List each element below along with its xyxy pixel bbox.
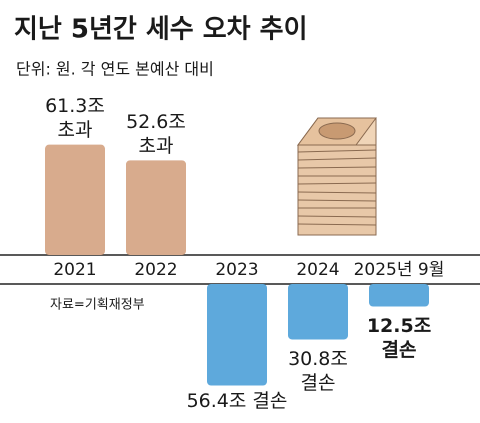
- money-icon: [297, 117, 377, 236]
- x-tick-label: 2022: [134, 260, 177, 280]
- bar: [207, 284, 267, 386]
- value-label: 52.6조: [126, 111, 186, 133]
- chart-subtitle: 단위: 원. 각 연도 본예산 대비: [16, 60, 214, 79]
- value-label: 30.8조: [288, 348, 348, 370]
- bar: [288, 284, 348, 340]
- value-label: 61.3조: [45, 95, 105, 117]
- chart-title: 지난 5년간 세수 오차 추이: [14, 15, 308, 45]
- x-tick-label: 2025년 9월: [354, 260, 445, 280]
- value-label: 결손: [301, 372, 336, 394]
- value-label: 결손: [382, 339, 417, 361]
- source: 자료=기획재정부: [50, 298, 145, 313]
- x-tick-label: 2024: [296, 260, 339, 280]
- bar: [369, 284, 429, 307]
- bar: [126, 160, 186, 255]
- value-label: 초과: [58, 119, 93, 141]
- x-tick-label: 2021: [53, 260, 96, 280]
- bar: [45, 144, 105, 255]
- x-tick-label: 2023: [215, 260, 258, 280]
- value-label: 56.4조 결손: [187, 390, 288, 412]
- value-label: 12.5조: [367, 315, 431, 337]
- value-label: 초과: [139, 135, 174, 157]
